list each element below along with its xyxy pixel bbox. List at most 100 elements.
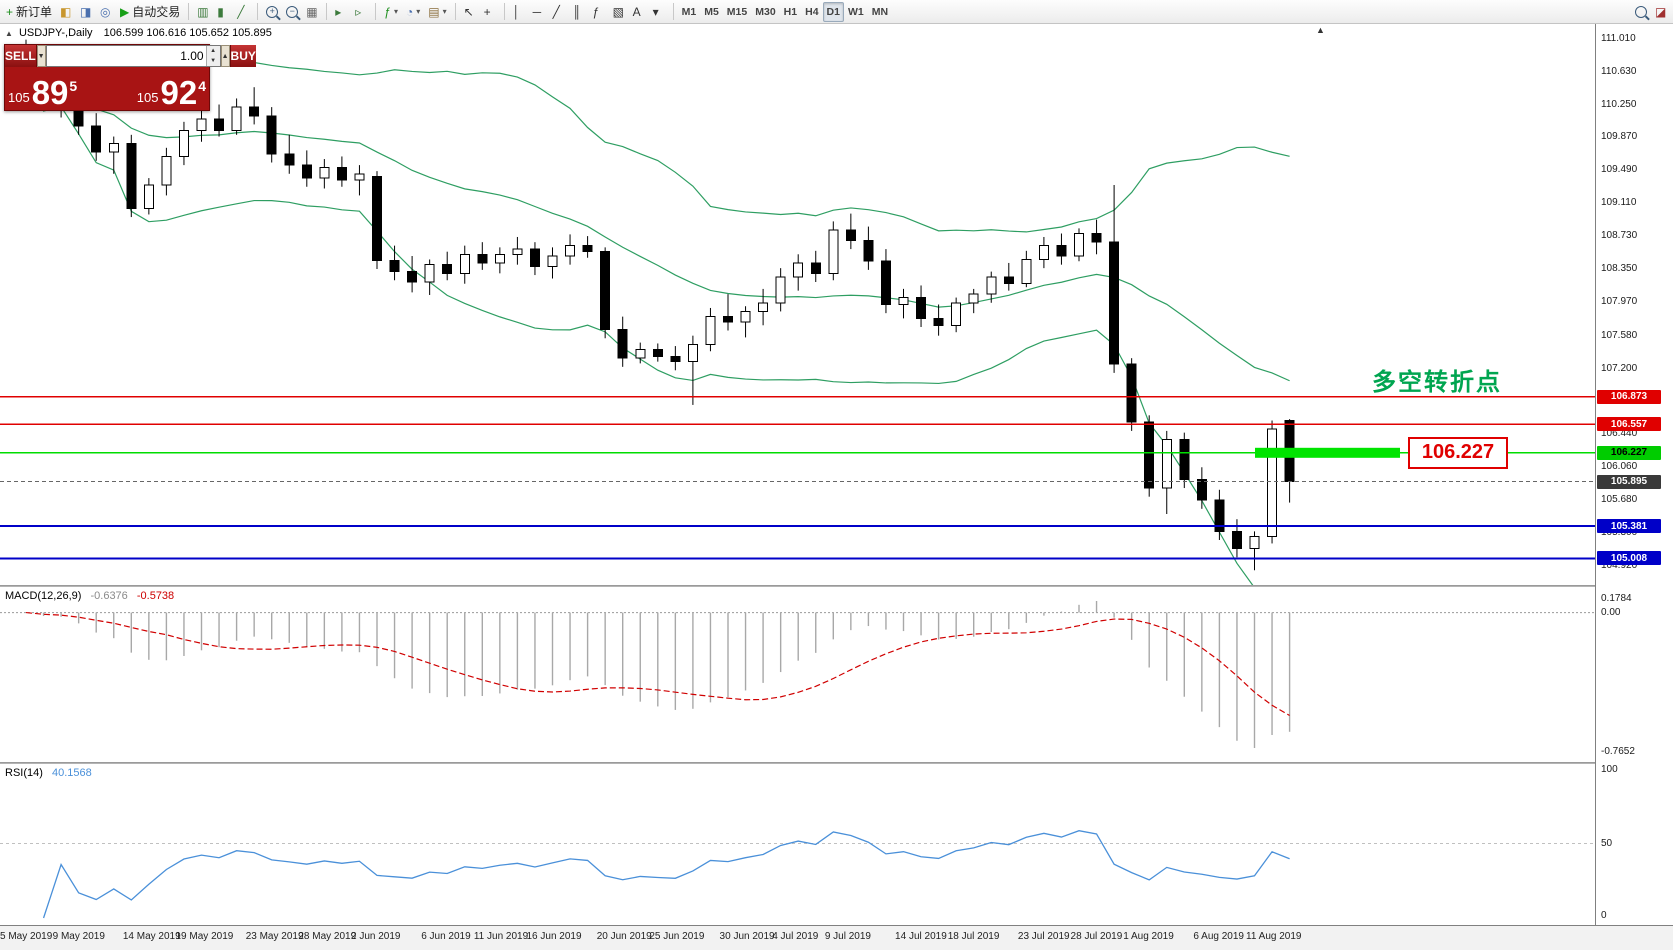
profiles-button[interactable]: ◨ [76, 2, 96, 22]
time-axis-label: 19 May 2019 [175, 931, 234, 942]
cursor-button[interactable]: ↖ [460, 2, 480, 22]
buy-options-dropdown[interactable]: ▲ [220, 45, 230, 67]
chevron-down-icon: ▾ [416, 7, 421, 16]
price-axis-label: 105.680 [1601, 494, 1638, 506]
sell-button[interactable]: SELL [5, 45, 37, 67]
equidistant-channel-button[interactable]: ║ [569, 2, 589, 22]
volume-down-icon[interactable]: ▼ [206, 56, 220, 66]
macd-axis-label: -0.7652 [1601, 746, 1635, 757]
rsi-pane[interactable]: RSI(14) 40.1568 [0, 764, 1595, 925]
time-axis-label: 11 Aug 2019 [1246, 931, 1302, 942]
main-chart-pane[interactable]: ▲ USDJPY-,Daily 106.599 106.616 105.652 … [0, 24, 1595, 585]
line-chart-icon: ╱ [237, 4, 245, 19]
chart-text-annotation: 多空转折点 [1372, 369, 1502, 397]
symbol-label: USDJPY-,Daily [18, 27, 93, 39]
rsi-canvas[interactable] [0, 764, 1595, 925]
shapes-button[interactable]: ▧ [609, 2, 629, 22]
timeframe-w1-label: W1 [847, 5, 864, 18]
ohlc-bars-button[interactable]: ▥ [193, 2, 213, 22]
price-axis-badge: 105.381 [1597, 519, 1661, 534]
new-order-button-label: 新订单 [16, 5, 53, 19]
timeframe-h1[interactable]: H1 [780, 2, 801, 22]
rsi-value: 40.1568 [51, 767, 92, 779]
price-axis-label: 111.010 [1601, 32, 1636, 44]
one-click-panel-toggle[interactable]: ▲ [5, 29, 13, 38]
rsi-axis-label: 50 [1601, 837, 1613, 849]
volume-stepper[interactable]: ▲ ▼ [205, 46, 220, 66]
trendline-button[interactable]: ╱ [549, 2, 569, 22]
search-symbol-button[interactable] [1631, 2, 1651, 22]
price-callout-box: 106.227 [1408, 436, 1508, 469]
fibonacci-button[interactable]: ƒ [589, 2, 609, 22]
text-button[interactable]: A [629, 2, 649, 22]
toolbar-separator [672, 3, 674, 20]
time-axis-label: 23 May 2019 [245, 931, 304, 942]
candlesticks-icon: ▮ [217, 4, 224, 19]
price-axis-label: 108.730 [1601, 230, 1638, 242]
price-axis-badge: 106.227 [1597, 445, 1661, 460]
line-chart-button[interactable]: ╱ [233, 2, 253, 22]
volume-input[interactable] [46, 46, 206, 66]
chart-list-button[interactable]: ◧ [56, 2, 76, 22]
time-axis-label: 30 Jun 2019 [719, 931, 775, 942]
new-order-button[interactable]: + 新订单 [2, 2, 56, 22]
fibonacci-icon: ƒ [592, 4, 600, 19]
arrows-dropdown[interactable]: ▾ [649, 2, 669, 22]
timeframe-h4[interactable]: H4 [801, 2, 822, 22]
shapes-icon: ▧ [612, 4, 624, 19]
zoom-in-button[interactable]: + [262, 2, 282, 22]
templates-dropdown[interactable]: ▤ ▾ [424, 2, 450, 22]
bid-point: 5 [69, 77, 78, 94]
price-axis-label: 107.970 [1601, 295, 1638, 307]
sell-options-dropdown[interactable]: ▼ [36, 45, 46, 67]
periods-dropdown[interactable]: ◔ ▾ [402, 2, 424, 22]
timeframe-d1-label: D1 [826, 5, 840, 18]
trendline-icon: ╱ [552, 4, 560, 19]
bid-handle: 105 [8, 90, 30, 105]
one-click-sell-price[interactable]: 105 89 5 [8, 76, 78, 109]
vertical-line-button[interactable]: │ [509, 2, 529, 22]
time-axis-label: 4 Jul 2019 [772, 931, 819, 942]
data-window-button[interactable]: ◎ [96, 2, 116, 22]
time-axis-label: 9 Jul 2019 [824, 931, 871, 942]
crosshair-button[interactable]: + [480, 2, 500, 22]
new-chart-button[interactable]: ◪ [1651, 2, 1671, 22]
auto-trading-button[interactable]: ▶ 自动交易 [116, 2, 184, 22]
toolbar-separator [375, 3, 377, 20]
profiles-icon: ◨ [80, 4, 92, 19]
trade-group: + 新订单 ◧ ◨ ◎ ▶ 自动交易 [2, 2, 184, 22]
price-axis-badge: 106.873 [1597, 389, 1661, 404]
macd-pane[interactable]: MACD(12,26,9) -0.6376 -0.5738 [0, 587, 1595, 762]
timeframe-m30[interactable]: M30 [751, 2, 779, 22]
timeframe-w1[interactable]: W1 [844, 2, 868, 22]
buy-button[interactable]: BUY [229, 45, 256, 67]
time-axis-label: 16 Jun 2019 [526, 931, 582, 942]
insert-group: ƒ ▾ ◔ ▾ ▤ ▾ [380, 2, 450, 22]
timeframe-m5[interactable]: M5 [700, 2, 723, 22]
timeframe-m5-label: M5 [704, 5, 719, 18]
chevron-down-icon: ▾ [393, 7, 398, 16]
macd-canvas[interactable] [0, 587, 1595, 762]
timeframe-mn[interactable]: MN [868, 2, 892, 22]
price-chart-canvas[interactable] [0, 24, 1595, 585]
timeframe-m15[interactable]: M15 [723, 2, 751, 22]
candlesticks-button[interactable]: ▮ [213, 2, 233, 22]
price-axis: 111.010 110.630 110.250 109.870 109.490 109.1… [1595, 24, 1673, 925]
chart-shift-button[interactable]: ▹ [351, 2, 371, 22]
timeframe-m1[interactable]: M1 [678, 2, 701, 22]
zoom-out-button[interactable]: − [282, 2, 302, 22]
tile-windows-button[interactable]: ▦ [302, 2, 322, 22]
time-axis-label: 2 Jun 2019 [351, 931, 401, 942]
one-click-buy-price[interactable]: 105 92 4 [137, 76, 206, 109]
chevron-down-icon: ▼ [37, 52, 45, 60]
indicators-dropdown[interactable]: ƒ ▾ [380, 2, 402, 22]
timeframe-d1[interactable]: D1 [822, 1, 844, 22]
horizontal-line-button[interactable]: ─ [529, 2, 549, 22]
auto-trading-button-label: 自动交易 [132, 5, 181, 19]
auto-scroll-button[interactable]: ▸ [331, 2, 351, 22]
volume-up-icon[interactable]: ▲ [206, 46, 220, 56]
right-group: ◪ [1631, 2, 1671, 22]
toolbar-separator [188, 3, 190, 20]
indicators-icon: ƒ [384, 4, 391, 19]
